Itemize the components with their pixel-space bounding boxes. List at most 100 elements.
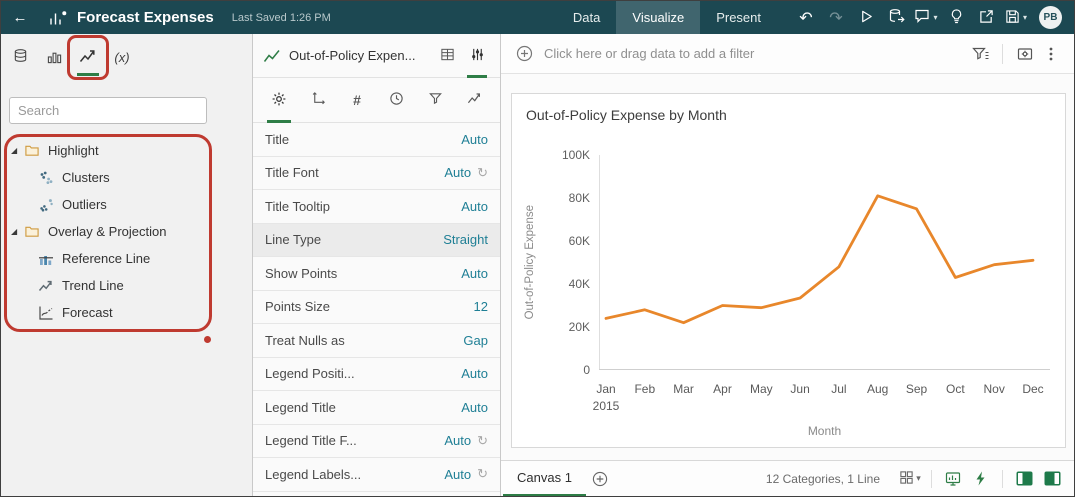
property-label: Points Size — [265, 299, 331, 315]
panel-tab-analytics[interactable] — [71, 36, 105, 79]
property-row-points-size[interactable]: Points Size 12 — [253, 290, 500, 324]
gear-icon — [271, 91, 287, 110]
search-input[interactable] — [9, 97, 207, 124]
undo-icon: ↶ — [799, 9, 813, 27]
reference-line-icon — [38, 251, 55, 267]
reset-icon[interactable]: ↻ — [477, 466, 488, 482]
tree-folder-highlight[interactable]: ◢ Highlight — [1, 137, 252, 164]
add-filter-icon[interactable] — [511, 41, 537, 67]
props-tab-filters[interactable] — [421, 78, 449, 123]
redo-button[interactable]: ↷ — [821, 1, 851, 34]
tab-data[interactable]: Data — [572, 10, 601, 25]
auto-insights-icon[interactable] — [969, 467, 993, 491]
grid-layout-button[interactable] — [432, 34, 462, 78]
viz-title[interactable]: Out-of-Policy Expen... — [289, 48, 416, 63]
x-axis: Jan 2015 Feb Mar Apr May Jun Jul Aug Sep Oct Nov Dec — [593, 382, 1050, 422]
x-axis-tick-label: Sep — [905, 382, 928, 396]
tab-present[interactable]: Present — [716, 10, 761, 25]
property-row-line-type[interactable]: Line Type Straight — [253, 223, 500, 257]
property-row-legend-positi[interactable]: Legend Positi... Auto — [253, 357, 500, 391]
y-axis-tick-label: 40K — [568, 277, 590, 291]
tree-item-outliers[interactable]: Outliers — [1, 191, 252, 218]
property-value[interactable]: Auto — [461, 265, 488, 281]
filter-bar[interactable]: Click here or drag data to add a filter — [501, 34, 1074, 74]
property-value[interactable]: Gap — [463, 332, 488, 348]
x-axis-tick-label: Feb — [634, 382, 656, 396]
chart-title: Out-of-Policy Expense by Month — [526, 107, 727, 123]
tree-item-reference-line[interactable]: Reference Line — [1, 245, 252, 272]
property-value[interactable]: Auto — [461, 399, 488, 415]
tree-item-label: Highlight — [48, 143, 99, 158]
reset-icon[interactable]: ↻ — [477, 164, 488, 180]
export-icon — [979, 9, 994, 27]
property-value[interactable]: Auto — [444, 466, 472, 482]
props-tab-axis[interactable] — [304, 78, 332, 123]
toggle-left-panel-icon[interactable] — [1012, 467, 1036, 491]
folder-icon — [24, 224, 41, 240]
properties-button[interactable] — [462, 34, 492, 78]
export-button[interactable] — [971, 1, 1001, 34]
user-avatar[interactable]: PB — [1039, 6, 1062, 29]
property-label: Title — [265, 131, 290, 147]
property-row-legend-labels[interactable]: Legend Labels... Auto ↻ — [253, 458, 500, 492]
visualization-card[interactable]: Out-of-Policy Expense by Month Out-of-Po… — [511, 93, 1066, 448]
property-row-title-font[interactable]: Title Font Auto ↻ — [253, 156, 500, 190]
canvas-layout-grid-button[interactable]: ▾ — [898, 467, 922, 491]
filter-controls-icon[interactable] — [967, 41, 993, 67]
property-row-legend-title[interactable]: Legend Title Auto — [253, 391, 500, 425]
props-tab-general[interactable] — [265, 78, 293, 123]
panel-tab-calculations[interactable]: (x) — [105, 36, 139, 79]
props-tab-date[interactable] — [382, 78, 410, 123]
panel-tab-data[interactable] — [3, 36, 37, 79]
tree-folder-overlay-projection[interactable]: ◢ Overlay & Projection — [1, 218, 252, 245]
back-arrow-icon: ← — [12, 9, 28, 26]
insights-button[interactable] — [941, 1, 971, 34]
kebab-menu-icon[interactable] — [1038, 41, 1064, 67]
property-value[interactable]: Auto — [444, 433, 472, 449]
y-axis-tick-label: 100K — [561, 148, 590, 162]
property-value[interactable]: Auto — [461, 131, 488, 147]
tab-visualize[interactable]: Visualize — [616, 1, 701, 34]
property-value[interactable]: Auto — [444, 165, 472, 181]
save-button[interactable]: ▾ — [1001, 1, 1031, 34]
lightbulb-icon — [949, 8, 964, 27]
property-row-title[interactable]: Title Auto — [253, 123, 500, 157]
filter-prompt[interactable]: Click here or drag data to add a filter — [544, 46, 755, 61]
line-chart-plot[interactable] — [599, 155, 1050, 370]
props-tab-analytics[interactable] — [460, 78, 488, 123]
canvas-bar: Canvas 1 12 Categories, 1 Line ▾ — [501, 460, 1074, 496]
tree-item-clusters[interactable]: Clusters — [1, 164, 252, 191]
property-row-title-tooltip[interactable]: Title Tooltip Auto — [253, 190, 500, 224]
undo-button[interactable]: ↶ — [791, 1, 821, 34]
tree-item-forecast[interactable]: Forecast — [1, 299, 252, 326]
canvas-tab-1[interactable]: Canvas 1 — [503, 461, 586, 496]
property-value[interactable]: Auto — [461, 198, 488, 214]
property-label: Title Tooltip — [265, 198, 331, 214]
property-value[interactable]: Straight — [443, 232, 488, 248]
property-label: Title Font — [265, 165, 319, 181]
expense-line-series[interactable] — [604, 194, 1035, 325]
presentation-board-icon[interactable] — [941, 467, 965, 491]
property-value[interactable]: Auto — [461, 366, 488, 382]
number-sign-icon: # — [353, 92, 361, 108]
tree-item-trend-line[interactable]: Trend Line — [1, 272, 252, 299]
annotation-dot — [204, 336, 211, 343]
add-canvas-icon[interactable] — [588, 467, 612, 491]
y-axis-tick-label: 80K — [568, 191, 590, 205]
panel-tab-visualizations[interactable] — [37, 36, 71, 79]
filter-settings-icon[interactable] — [1012, 41, 1038, 67]
property-row-legend-title-f[interactable]: Legend Title F... Auto ↻ — [253, 424, 500, 458]
property-value[interactable]: 12 — [473, 299, 488, 315]
reset-icon[interactable]: ↻ — [477, 432, 488, 448]
toggle-right-panel-icon[interactable] — [1040, 467, 1064, 491]
data-panel: (x) ◢ Highlight Clusters Outliers ◢ Overlay &… — [1, 34, 253, 496]
props-tab-values[interactable]: # — [343, 78, 371, 123]
preview-play-button[interactable] — [851, 1, 881, 34]
property-row-show-points[interactable]: Show Points Auto — [253, 257, 500, 291]
expand-collapse-icon[interactable]: ◢ — [11, 146, 18, 155]
refresh-data-button[interactable] — [881, 1, 911, 34]
back-button[interactable]: ← — [1, 1, 39, 34]
comments-button[interactable]: ▾ — [911, 1, 941, 34]
expand-collapse-icon[interactable]: ◢ — [11, 227, 18, 236]
property-row-treat-nulls-as[interactable]: Treat Nulls as Gap — [253, 324, 500, 358]
